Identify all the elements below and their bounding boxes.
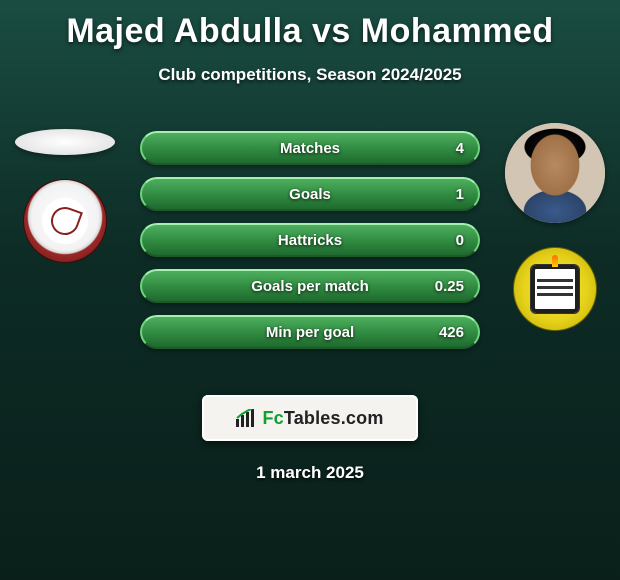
- club-badge-left-mark: [47, 203, 83, 239]
- stat-row-goals: Goals 1: [140, 177, 480, 211]
- player-avatar-left: [15, 129, 115, 155]
- subtitle: Club competitions, Season 2024/2025: [0, 65, 620, 85]
- player-face-icon: [505, 123, 605, 223]
- stat-row-min-per-goal: Min per goal 426: [140, 315, 480, 349]
- stat-value: 0.25: [435, 278, 464, 295]
- bar-chart-icon: [236, 409, 256, 427]
- stat-value: 0: [456, 232, 464, 249]
- brand-text-rest: Tables.com: [284, 408, 384, 428]
- right-player-column: [500, 123, 610, 331]
- club-badge-left: [23, 179, 107, 263]
- stat-label: Hattricks: [278, 232, 342, 249]
- stat-row-goals-per-match: Goals per match 0.25: [140, 269, 480, 303]
- footer-date: 1 march 2025: [0, 463, 620, 483]
- club-badge-right: [513, 247, 597, 331]
- stat-row-matches: Matches 4: [140, 131, 480, 165]
- stat-value: 1: [456, 186, 464, 203]
- stat-value: 426: [439, 324, 464, 341]
- stat-label: Goals: [289, 186, 331, 203]
- left-player-column: [10, 123, 120, 263]
- stat-row-hattricks: Hattricks 0: [140, 223, 480, 257]
- club-badge-right-mark: [530, 264, 580, 314]
- stat-bars: Matches 4 Goals 1 Hattricks 0 Goals per …: [140, 131, 480, 361]
- stat-label: Goals per match: [251, 278, 369, 295]
- brand-watermark: FcTables.com: [202, 395, 418, 441]
- brand-text: FcTables.com: [262, 408, 383, 429]
- stat-label: Matches: [280, 140, 340, 157]
- stat-label: Min per goal: [266, 324, 354, 341]
- stat-value: 4: [456, 140, 464, 157]
- comparison-panel: Matches 4 Goals 1 Hattricks 0 Goals per …: [0, 123, 620, 383]
- brand-text-fc: Fc: [262, 408, 283, 428]
- player-avatar-right: [505, 123, 605, 223]
- page-title: Majed Abdulla vs Mohammed: [0, 0, 620, 51]
